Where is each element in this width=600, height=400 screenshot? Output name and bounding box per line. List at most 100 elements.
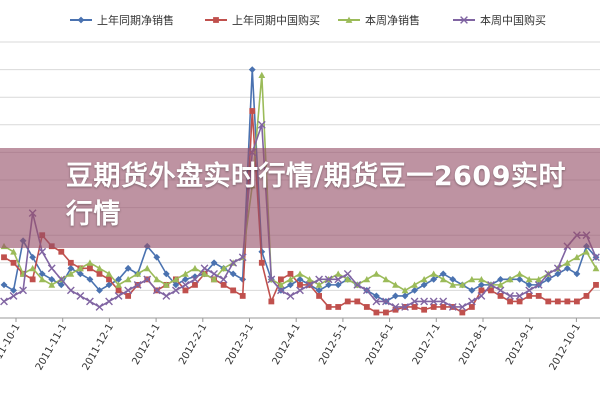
data-point (296, 275, 304, 283)
data-point (229, 270, 237, 278)
data-point (10, 259, 17, 266)
data-point (343, 269, 352, 278)
data-point (67, 264, 75, 272)
data-point (525, 286, 534, 295)
data-point (114, 292, 123, 300)
data-point (496, 286, 505, 295)
data-point (29, 253, 37, 261)
data-point (57, 275, 66, 284)
data-point (401, 287, 409, 294)
data-point (554, 270, 562, 278)
data-point (335, 304, 342, 310)
data-point (544, 269, 553, 278)
data-point (86, 297, 94, 306)
data-point (201, 270, 208, 277)
data-point (449, 275, 457, 283)
chart-series-layer (0, 66, 600, 316)
data-point (67, 259, 74, 266)
legend-item: 本周净销售 (338, 13, 420, 27)
data-point (362, 286, 371, 295)
data-point (421, 306, 428, 313)
data-point (467, 297, 476, 306)
data-point (430, 275, 438, 283)
data-point (86, 259, 94, 266)
data-point (554, 298, 561, 305)
data-point (105, 281, 113, 289)
data-point (392, 281, 399, 288)
x-tick-label: 2012-7-1 (411, 322, 443, 367)
data-point (152, 286, 161, 295)
data-point (525, 281, 533, 289)
data-point (67, 270, 75, 277)
data-point (29, 276, 36, 283)
data-point (411, 287, 418, 294)
data-point (287, 275, 294, 283)
data-point (115, 281, 122, 288)
data-point (353, 280, 362, 289)
data-point (592, 264, 600, 272)
data-point (125, 293, 132, 299)
data-point (439, 275, 447, 283)
data-point (488, 287, 494, 294)
data-point (545, 298, 552, 305)
data-point (1, 254, 7, 261)
data-point (76, 270, 84, 278)
data-point (296, 270, 304, 277)
data-point (593, 281, 599, 288)
data-point (258, 259, 265, 266)
data-point (382, 275, 390, 283)
data-point (344, 275, 352, 283)
data-point (411, 281, 418, 288)
data-point (506, 292, 514, 300)
data-point (19, 286, 27, 295)
data-point (354, 298, 361, 305)
data-point (497, 293, 504, 299)
data-point (372, 270, 380, 277)
data-point (325, 281, 333, 289)
data-point (487, 280, 495, 289)
data-point (162, 270, 170, 278)
data-point (439, 297, 448, 306)
data-point (153, 275, 161, 283)
legend-marker (345, 16, 353, 23)
data-point (124, 286, 133, 295)
data-point (210, 269, 218, 278)
data-point (297, 281, 303, 288)
data-point (48, 281, 56, 288)
data-point (57, 281, 65, 289)
data-point (478, 281, 485, 289)
data-point (315, 275, 323, 284)
data-point (420, 275, 428, 283)
data-point (182, 270, 189, 277)
x-tick-label: 2012-2-1 (177, 322, 209, 367)
data-point (115, 287, 122, 294)
data-point (0, 281, 8, 289)
data-point (171, 286, 180, 295)
data-point (38, 270, 46, 278)
data-point (449, 281, 457, 288)
data-point (316, 293, 322, 299)
data-point (172, 281, 180, 289)
data-point (76, 264, 84, 272)
data-point (200, 264, 209, 273)
data-point (516, 275, 524, 283)
legend-marker (460, 16, 468, 24)
data-point (382, 297, 390, 306)
data-point (420, 297, 429, 306)
data-point (324, 275, 333, 284)
data-point (458, 281, 466, 288)
data-point (48, 275, 56, 283)
legend-label: 上年同期中国购买 (232, 13, 320, 27)
legend-item: 上年同期净销售 (70, 13, 174, 27)
data-point (277, 281, 285, 288)
legend-label: 本周净销售 (365, 13, 420, 27)
data-point (535, 275, 543, 283)
data-point (220, 281, 227, 288)
data-point (573, 270, 581, 278)
data-point (516, 298, 523, 305)
data-point (0, 297, 8, 306)
data-point (192, 281, 198, 288)
data-point (525, 275, 533, 283)
data-point (87, 265, 93, 272)
data-point (440, 304, 447, 310)
